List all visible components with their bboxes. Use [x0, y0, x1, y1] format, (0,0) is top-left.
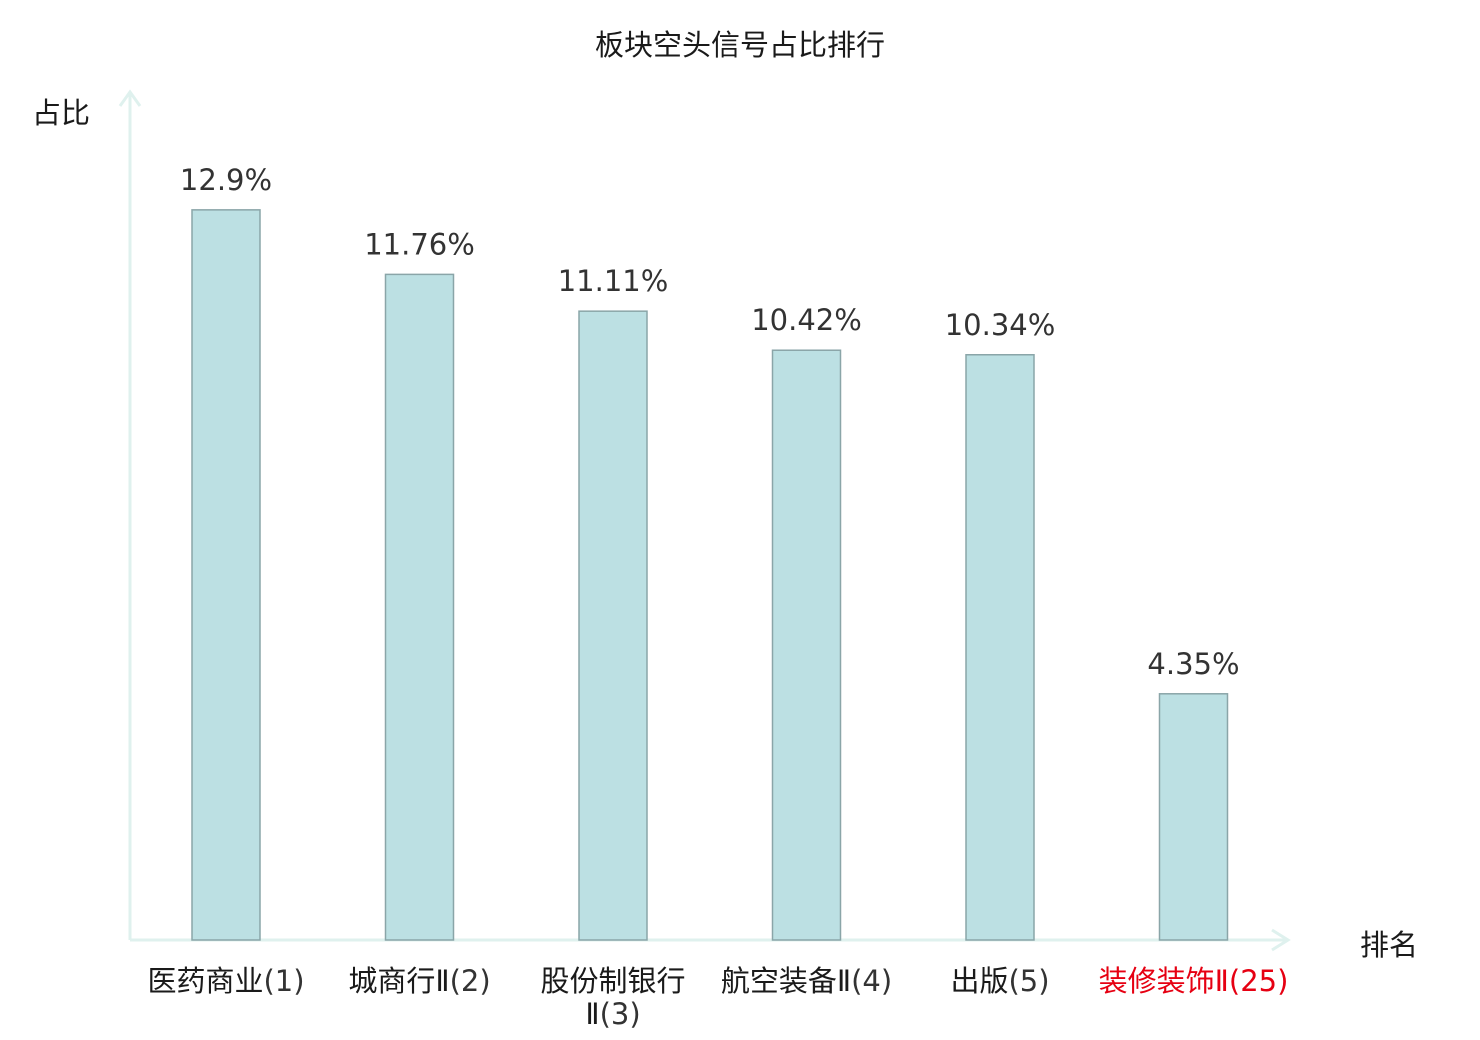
- category-rank: (2): [449, 964, 491, 998]
- bar-value-label: 12.9%: [180, 163, 272, 197]
- x-tick-label: 出版(5): [905, 965, 1095, 998]
- bar-value-label: 11.76%: [364, 227, 475, 261]
- x-axis-arrow: [1271, 928, 1291, 952]
- category-rank: (5): [1008, 964, 1050, 998]
- bar: [191, 209, 261, 941]
- x-tick-label: 股份制银行Ⅱ(3): [518, 965, 708, 1031]
- category-rank: (1): [263, 964, 305, 998]
- y-axis-label: 占比: [32, 96, 91, 130]
- bar: [771, 349, 842, 941]
- x-tick-label: 航空装备Ⅱ(4): [712, 965, 902, 998]
- category-rank: (3): [599, 997, 641, 1031]
- bar: [578, 310, 648, 941]
- bar: [1158, 693, 1229, 941]
- chart-title: 板块空头信号占比排行: [594, 28, 885, 62]
- category-name: 股份制银行Ⅱ: [540, 964, 686, 1031]
- category-name: 城商行Ⅱ: [348, 964, 450, 998]
- y-axis-arrow: [118, 89, 142, 107]
- x-tick-label: 装修装饰Ⅱ(25): [1099, 965, 1289, 998]
- bar-value-label: 10.42%: [751, 303, 862, 337]
- category-name: 医药商业: [147, 964, 264, 998]
- category-name: 出版: [950, 964, 1009, 998]
- category-name: 航空装备Ⅱ: [720, 964, 852, 998]
- bar: [384, 273, 455, 941]
- bar-value-label: 11.11%: [558, 264, 669, 298]
- x-axis-label: 排名: [1360, 928, 1419, 962]
- x-tick-label: 医药商业(1): [131, 965, 321, 998]
- category-rank: (4): [851, 964, 893, 998]
- bar-value-label: 10.34%: [945, 308, 1056, 342]
- bar-value-label: 4.35%: [1147, 647, 1239, 681]
- x-tick-label: 城商行Ⅱ(2): [325, 965, 515, 998]
- category-name: 装修装饰Ⅱ: [1098, 964, 1229, 998]
- category-rank: (25): [1228, 964, 1289, 998]
- bar: [965, 354, 1035, 941]
